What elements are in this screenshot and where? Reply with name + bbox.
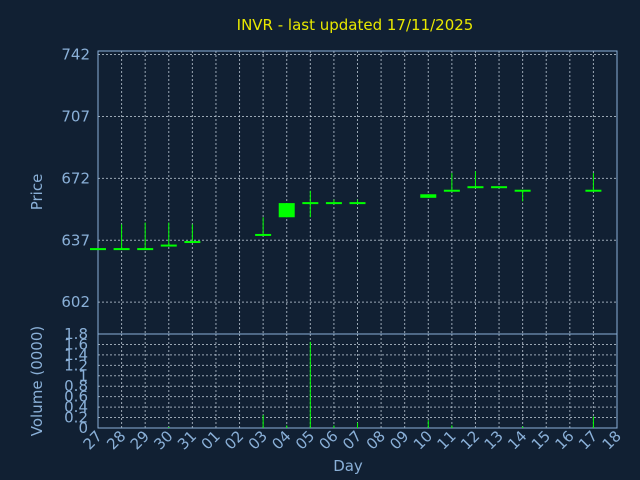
candle-10 <box>420 194 437 198</box>
price-tick-label: 637 <box>61 231 90 249</box>
volume-plot-frame <box>97 333 618 429</box>
candle-03 <box>255 217 272 236</box>
day-tick-label: 01 <box>198 427 224 453</box>
candle-29 <box>137 222 154 251</box>
candle-30 <box>160 222 177 247</box>
volume-gridlines <box>98 334 617 428</box>
day-tick-label: 12 <box>457 427 483 453</box>
price-tick-label: 602 <box>61 293 90 311</box>
volume-tick-label: 1.8 <box>64 325 88 343</box>
day-tick-label: 02 <box>221 427 247 453</box>
day-tick-label: 14 <box>504 427 530 453</box>
candle-body <box>160 244 177 247</box>
day-tick-label: 16 <box>551 427 577 453</box>
day-tick-label: 10 <box>410 427 436 453</box>
day-tick-label: 17 <box>575 427 601 453</box>
day-tick-label: 18 <box>599 427 625 453</box>
candle-body <box>443 189 460 192</box>
day-tick-label: 13 <box>481 427 507 453</box>
candle-04 <box>278 203 295 218</box>
volume-tick-label: 0.6 <box>64 388 88 406</box>
candle-body <box>325 202 342 205</box>
day-tick-label: 07 <box>339 427 365 453</box>
candle-body <box>302 202 319 205</box>
volume-tick-label: 1.2 <box>64 356 88 374</box>
day-tick-label: 11 <box>433 427 459 453</box>
day-tick-label: 05 <box>292 427 318 453</box>
candle-17 <box>585 173 602 192</box>
candle-12 <box>467 171 484 189</box>
candle-body <box>491 186 508 189</box>
candle-body <box>349 202 366 205</box>
day-tick-label: 06 <box>316 427 342 453</box>
chart-title: INVR - last updated 17/11/2025 <box>237 16 474 34</box>
candle-body <box>278 203 295 218</box>
volume-axis-label: Volume (0000) <box>28 326 46 436</box>
price-tick-label: 672 <box>61 169 90 187</box>
day-tick-label: 09 <box>386 427 412 453</box>
volume-tick-label: 1.6 <box>64 335 88 353</box>
candle-05 <box>302 190 319 218</box>
day-tick-label: 08 <box>363 427 389 453</box>
volume-tick-label: 0.4 <box>64 398 88 416</box>
candle-13 <box>491 186 508 189</box>
candle-body <box>585 189 602 192</box>
volume-tick-label: 1 <box>78 367 88 385</box>
day-x-ticks: 2728293031010203040506070809101112131415… <box>80 427 625 453</box>
candle-06 <box>325 199 342 205</box>
price-axis-label: Price <box>28 174 46 211</box>
candle-31 <box>184 224 201 244</box>
candle-28 <box>113 224 130 251</box>
candle-07 <box>349 199 366 205</box>
candle-body <box>420 194 437 198</box>
price-candles <box>90 171 602 251</box>
volume-y-ticks: 1.81.61.41.210.80.60.40.20 <box>64 325 88 437</box>
candle-body <box>514 189 531 192</box>
candle-27 <box>90 248 106 251</box>
volume-bars <box>168 341 594 428</box>
day-tick-label: 31 <box>174 427 200 453</box>
volume-tick-label: 0.8 <box>64 377 88 395</box>
candle-11 <box>443 173 460 192</box>
day-axis-label: Day <box>333 457 363 475</box>
day-tick-label: 04 <box>268 427 294 453</box>
volume-tick-label: 0 <box>78 419 88 437</box>
day-tick-label: 03 <box>245 427 271 453</box>
volume-tick-label: 0.2 <box>64 409 88 427</box>
candle-body <box>255 233 272 236</box>
price-tick-label: 742 <box>61 46 90 64</box>
candle-body <box>184 241 201 244</box>
candle-body <box>137 248 154 251</box>
day-tick-label: 28 <box>103 427 129 453</box>
candle-body <box>467 186 484 189</box>
price-tick-label: 707 <box>61 107 90 125</box>
candle-body <box>113 248 130 251</box>
day-tick-label: 15 <box>528 427 554 453</box>
price-y-ticks: 742 707 672 637 602 <box>61 46 90 312</box>
candle-14 <box>514 189 531 202</box>
volume-tick-label: 1.4 <box>64 346 88 364</box>
day-tick-label: 30 <box>150 427 176 453</box>
price-gridlines <box>98 51 617 334</box>
candle-body <box>90 248 106 251</box>
day-tick-label: 29 <box>127 427 153 453</box>
